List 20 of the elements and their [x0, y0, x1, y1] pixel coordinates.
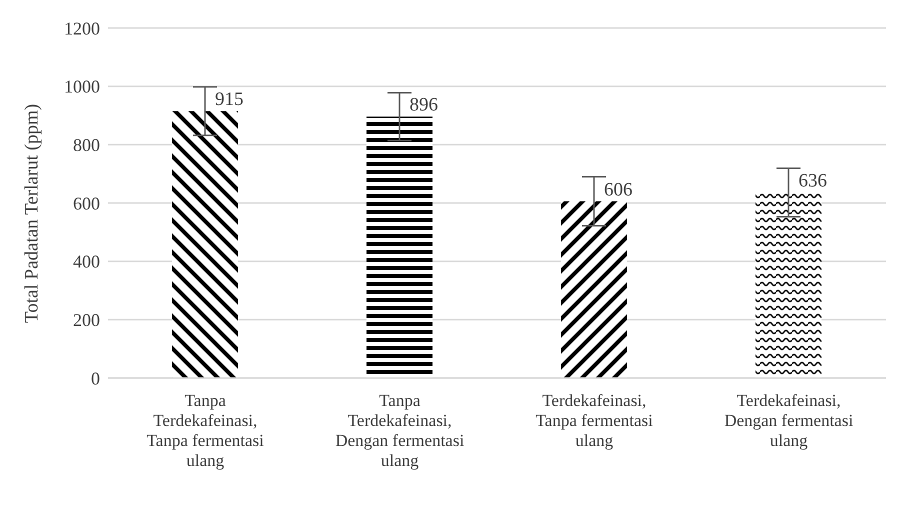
- bar: [172, 111, 238, 378]
- data-label: 896: [410, 94, 438, 116]
- y-tick-label: 400: [73, 252, 100, 272]
- y-axis-title: Total Padatan Terlarut (ppm): [22, 104, 43, 323]
- y-tick-label: 200: [73, 310, 100, 330]
- y-tick-label: 800: [73, 135, 100, 156]
- y-tick-label: 600: [73, 193, 100, 214]
- bar: [561, 201, 627, 378]
- data-label: 636: [798, 170, 827, 192]
- bar: [756, 192, 822, 378]
- y-tick-label: 0: [91, 368, 100, 388]
- x-tick-label: Terdekafeinasi, Tanpa fermentasi ulang: [536, 391, 654, 450]
- y-tick-label: 1000: [64, 76, 100, 97]
- x-tick-label: Terdekafeinasi, Dengan fermentasi ulang: [724, 391, 854, 450]
- data-label: 606: [604, 179, 632, 200]
- x-tick-label: Tanpa Terdekafeinasi, Tanpa fermentasi ulang: [146, 391, 264, 470]
- bar: [366, 116, 432, 378]
- y-tick-label: 1200: [64, 18, 100, 38]
- data-label: 915: [215, 89, 244, 110]
- x-tick-label: Tanpa Terdekafeinasi, Dengan fermentasi ulang: [335, 391, 464, 470]
